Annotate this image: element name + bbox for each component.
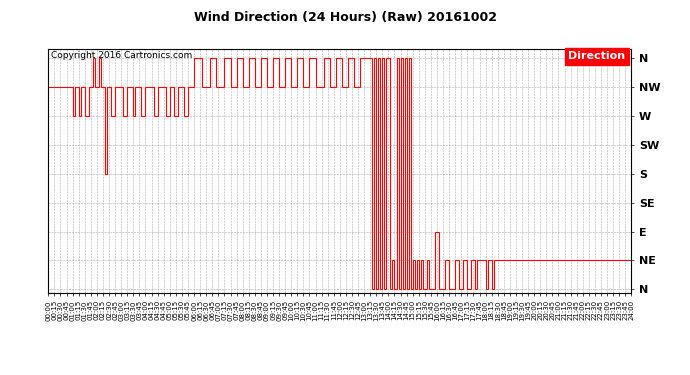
Text: Direction: Direction [569,51,626,61]
Text: Copyright 2016 Cartronics.com: Copyright 2016 Cartronics.com [51,51,193,60]
Text: Wind Direction (24 Hours) (Raw) 20161002: Wind Direction (24 Hours) (Raw) 20161002 [193,11,497,24]
